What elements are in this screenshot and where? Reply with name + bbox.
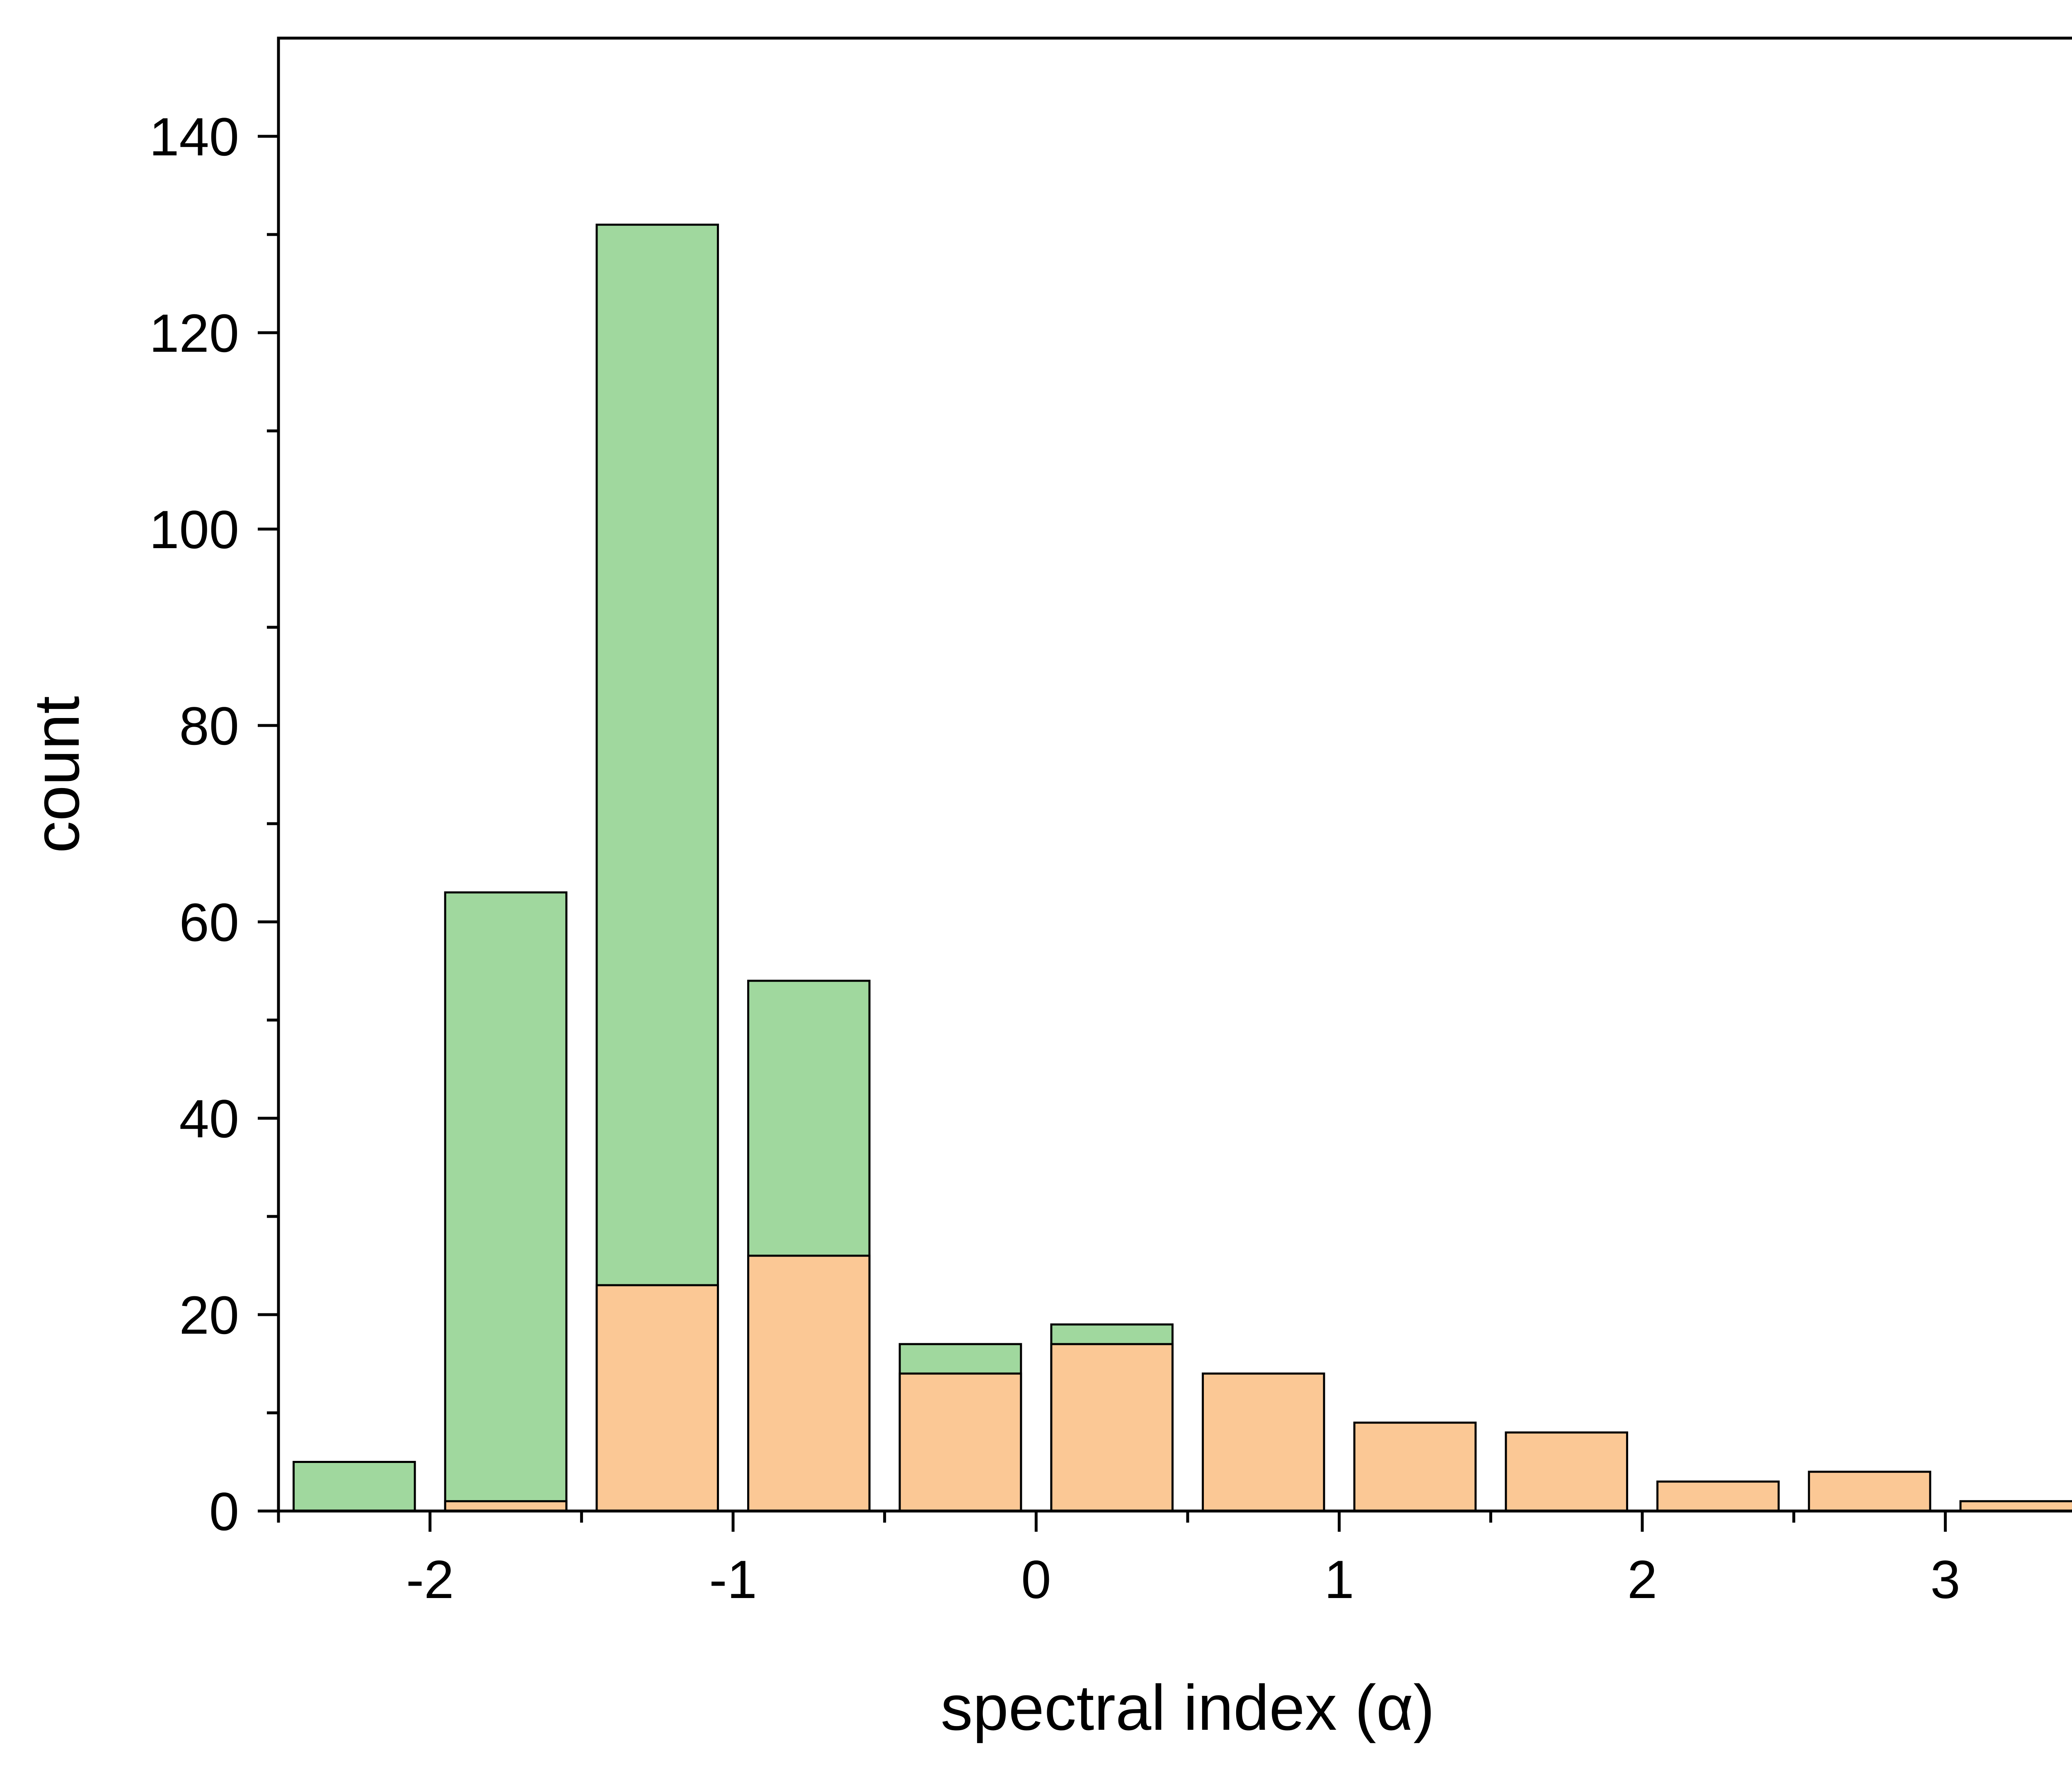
bar-series2-bin-12: [1959, 1500, 2072, 1512]
plot-frame: [277, 36, 2072, 1513]
tick-labels-layer: -2 -1 0 1 2 3 0 20 40 60 80 100 120 140: [149, 106, 1960, 1610]
y-tick-label: 0: [209, 1481, 239, 1542]
y-tick-label: 20: [179, 1285, 239, 1345]
x-tick-label: 2: [1627, 1549, 1657, 1610]
x-tick-label: 0: [1021, 1549, 1051, 1610]
bar-series2-bin-9: [1505, 1431, 1628, 1512]
bar-series1-bin-1: [293, 1461, 416, 1512]
y-tick-label: 140: [149, 106, 239, 167]
y-tick-label: 60: [179, 892, 239, 953]
x-tick-label: -2: [406, 1549, 454, 1610]
y-tick-label: 80: [179, 696, 239, 756]
bars-layer: [293, 223, 2072, 1512]
bar-series2-bin-7: [1202, 1372, 1325, 1512]
bar-series2-bin-10: [1656, 1480, 1780, 1512]
bar-series2-bin-6: [1050, 1343, 1174, 1512]
bar-series2-bin-3: [595, 1284, 719, 1512]
x-tick-label: -1: [709, 1549, 757, 1610]
bar-series2-bin-8: [1353, 1422, 1477, 1512]
bar-series2-bin-4: [747, 1255, 871, 1512]
y-tick-label: 40: [179, 1088, 239, 1149]
ticks-layer: [258, 135, 1947, 1532]
x-axis-title: spectral index (α): [941, 1672, 1435, 1743]
x-tick-label: 3: [1930, 1549, 1960, 1610]
bar-series2-bin-5: [898, 1372, 1022, 1512]
y-tick-label: 120: [149, 303, 239, 363]
bar-series2-bin-11: [1808, 1470, 1932, 1512]
x-tick-label: 1: [1324, 1549, 1354, 1610]
bar-series1-bin-2: [444, 891, 568, 1512]
y-tick-label: 100: [149, 499, 239, 560]
y-axis-title: count: [21, 696, 92, 853]
bar-series2-bin-2: [444, 1500, 568, 1512]
